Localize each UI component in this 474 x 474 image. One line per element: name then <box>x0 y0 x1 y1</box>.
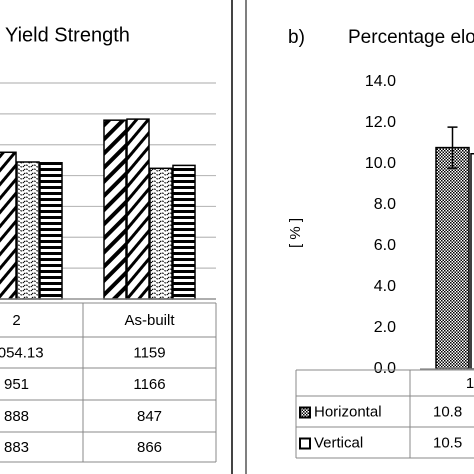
chart-title: Percentage elongation <box>348 27 474 48</box>
table-value: 888 <box>4 408 29 425</box>
chart-title: Yield Strength <box>5 24 130 46</box>
table-value: 1054.13 <box>0 344 44 361</box>
x-tick-label: 2 <box>12 312 20 329</box>
bar <box>126 118 150 300</box>
table-value: 883 <box>4 439 29 456</box>
y-axis-label: [ % ] <box>287 218 304 248</box>
bar <box>172 164 196 300</box>
table-value: 847 <box>137 408 162 425</box>
y-tick-label: 14.0 <box>365 73 396 90</box>
table-value: 951 <box>4 376 29 393</box>
table-value: 866 <box>137 439 162 456</box>
bar <box>103 119 127 300</box>
table-value: 10.5 <box>433 434 462 451</box>
error-bar <box>447 126 458 169</box>
x-tick-label: As-built <box>124 312 175 329</box>
y-tick-label: 6.0 <box>374 237 396 254</box>
y-tick-label: 2.0 <box>374 319 396 336</box>
x-tick-label: 1 <box>466 375 474 392</box>
bar <box>0 151 17 300</box>
panel-label: b) <box>288 27 305 48</box>
table-value: 1166 <box>133 376 165 393</box>
bar <box>16 161 40 300</box>
table-value: 1159 <box>133 344 165 361</box>
y-tick-label: 8.0 <box>374 196 396 213</box>
y-tick-label: 4.0 <box>374 278 396 295</box>
legend-label: Horizontal <box>314 403 382 420</box>
y-tick-label: 10.0 <box>365 155 396 172</box>
y-tick-label: 12.0 <box>365 114 396 131</box>
legend-swatch <box>299 437 311 450</box>
bar <box>39 162 63 300</box>
y-tick-label: 0.0 <box>374 360 396 377</box>
panel-frames <box>231 0 247 474</box>
legend-label: Vertical <box>314 434 363 451</box>
bar <box>149 167 173 300</box>
bar <box>470 153 474 370</box>
table-value: 10.8 <box>433 403 462 420</box>
bar <box>435 146 470 370</box>
legend-swatch <box>299 406 311 419</box>
